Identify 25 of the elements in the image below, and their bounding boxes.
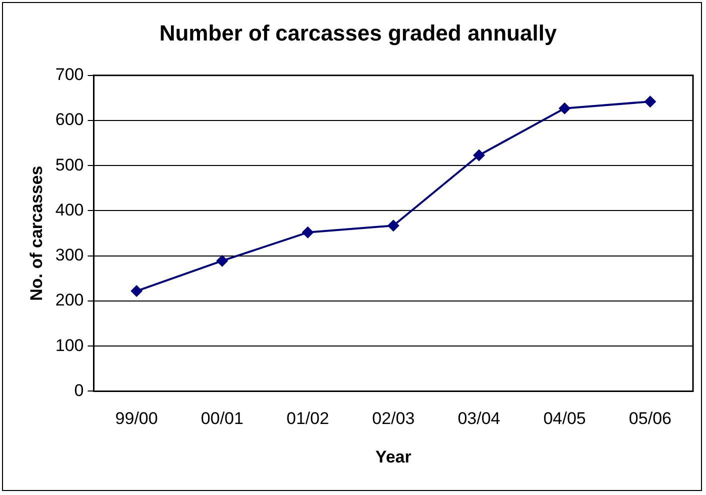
x-tick-label: 05/06 — [628, 409, 672, 428]
x-tick-label: 99/00 — [115, 409, 158, 428]
x-tick-label: 01/02 — [286, 409, 330, 428]
x-tick-label: 00/01 — [200, 409, 244, 428]
y-tick-label: 100 — [55, 336, 84, 355]
chart-title: Number of carcasses graded annually — [159, 20, 558, 46]
y-tick-label: 500 — [55, 155, 84, 174]
point — [216, 254, 228, 267]
y-tick-label: 600 — [55, 110, 84, 130]
point — [644, 96, 656, 108]
point — [302, 226, 314, 238]
y-tick-label: 400 — [55, 200, 84, 220]
point — [472, 149, 485, 162]
y-tick-label: 700 — [55, 65, 84, 84]
y-tick-label: 200 — [55, 290, 84, 310]
point — [130, 285, 143, 298]
x-tick-label: 03/04 — [458, 409, 500, 428]
y-tick-label: 0 — [74, 380, 84, 400]
x-axis-title: Year — [375, 447, 412, 466]
point — [387, 220, 400, 232]
y-axis-title: No. of carcasses — [26, 166, 46, 301]
point — [558, 102, 571, 114]
x-tick-label: 04/05 — [543, 409, 586, 428]
x-tick-label: 02/03 — [372, 409, 415, 428]
y-tick-label: 300 — [55, 246, 84, 265]
